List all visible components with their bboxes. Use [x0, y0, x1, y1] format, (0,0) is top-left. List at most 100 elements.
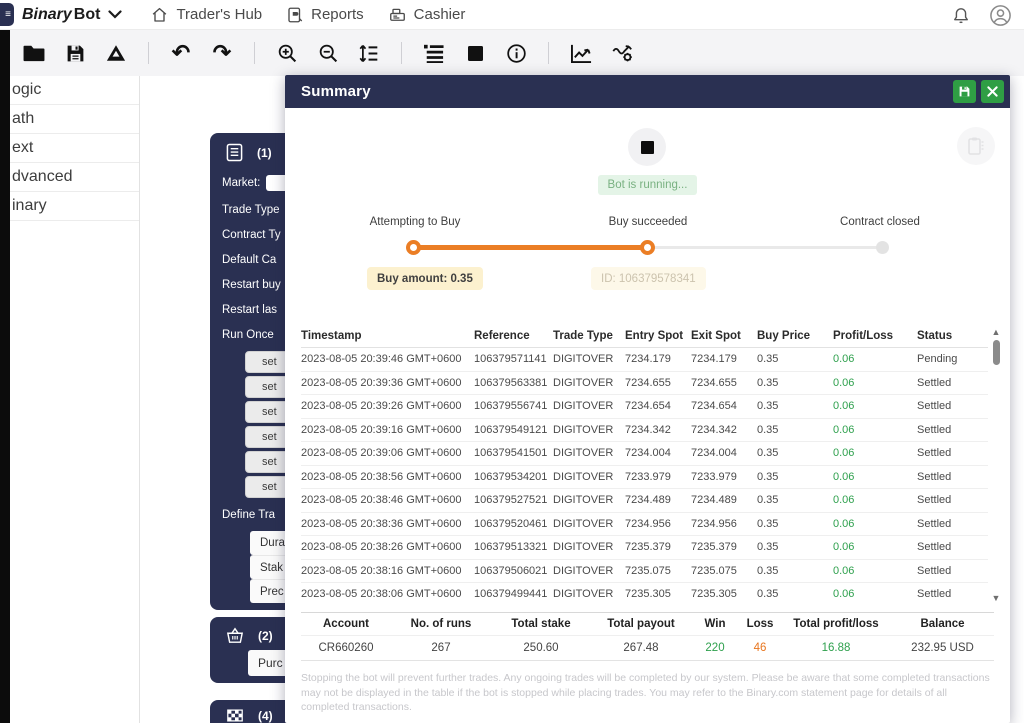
table-cell: 106379534201	[474, 470, 548, 483]
toolbox-category[interactable]: ext	[10, 134, 139, 163]
table-row: 2023-08-05 20:38:46 GMT+0600 106379527521…	[301, 489, 988, 513]
table-cell: 2023-08-05 20:39:16 GMT+0600	[301, 423, 462, 436]
rearrange-blocks-icon[interactable]	[422, 41, 446, 65]
table-row: 2023-08-05 20:38:36 GMT+0600 106379520461…	[301, 513, 988, 536]
nav-label-cashier: Cashier	[413, 6, 466, 23]
open-folder-icon[interactable]	[22, 41, 46, 65]
brand-selector[interactable]: Binary Bot	[22, 6, 123, 24]
column-header: Entry Spot	[625, 330, 684, 342]
stats-column-header: Total stake	[511, 618, 571, 630]
block-field-label: Run Once	[222, 329, 274, 341]
table-cell: 7233.979	[625, 470, 671, 483]
table-cell: 7234.179	[625, 353, 671, 366]
table-cell: Pending	[917, 353, 958, 366]
stop-icon[interactable]	[463, 41, 487, 65]
save-strategy-button[interactable]	[953, 80, 976, 103]
block-field-row: Contract Ty	[210, 222, 410, 247]
google-drive-icon[interactable]	[104, 41, 128, 65]
sort-blocks-icon[interactable]	[357, 41, 381, 65]
block-field-label: Restart buy	[222, 279, 281, 291]
table-cell: DIGITOVER	[553, 494, 614, 507]
scroll-up-arrow[interactable]: ▲	[991, 327, 1001, 337]
toolbar-separator	[254, 42, 255, 64]
step-dot-attempting	[406, 240, 421, 255]
summary-modal-header[interactable]: Summary	[285, 75, 1010, 108]
table-cell: DIGITOVER	[553, 376, 614, 389]
transactions-table-body: 2023-08-05 20:39:46 GMT+0600 106379571141…	[301, 348, 988, 604]
transactions-table: Timestamp Reference Trade Type Entry Spot Ex…	[301, 325, 988, 604]
step-label-attempting: Attempting to Buy	[369, 216, 461, 228]
table-cell: Settled	[917, 470, 952, 483]
table-cell: 2023-08-05 20:38:16 GMT+0600	[301, 564, 462, 577]
nav-item-traders-hub[interactable]: Trader's Hub	[150, 6, 262, 24]
stop-bot-button[interactable]	[628, 128, 666, 166]
toolbox-category[interactable]: ath	[10, 105, 139, 134]
column-header: Status	[917, 330, 953, 342]
table-row: 2023-08-05 20:39:06 GMT+0600 106379541501…	[301, 442, 988, 466]
stats-value: CR660260	[318, 642, 374, 654]
table-row: 2023-08-05 20:39:46 GMT+0600 106379571141…	[301, 348, 988, 372]
block-field-label: Trade Type	[222, 204, 280, 216]
block-number: (2)	[258, 628, 273, 643]
table-cell: Settled	[917, 400, 952, 413]
table-cell: 2023-08-05 20:39:46 GMT+0600	[301, 353, 462, 366]
table-cell: 7234.004	[691, 447, 737, 460]
redo-icon[interactable]: ↷	[212, 40, 232, 65]
undo-icon[interactable]: ↶	[171, 40, 191, 65]
table-cell: 7235.305	[691, 588, 737, 601]
table-cell: DIGITOVER	[553, 588, 614, 601]
scroll-down-arrow[interactable]: ▼	[991, 593, 1001, 603]
zoom-in-icon[interactable]	[275, 41, 299, 65]
stats-values-row: CR660260 267 250.60 267.48 220 46 16.88 232.95 …	[301, 636, 994, 661]
table-cell: 0.35	[757, 564, 779, 577]
table-cell: 7234.342	[691, 423, 737, 436]
zoom-out-icon[interactable]	[316, 41, 340, 65]
toolbox-category[interactable]: ogic	[10, 76, 139, 105]
table-cell: 7234.489	[691, 494, 737, 507]
checkered-flag-icon	[227, 709, 243, 722]
toolbox-category[interactable]: inary	[10, 192, 139, 221]
home-icon	[153, 7, 167, 22]
table-cell: 106379499441	[474, 588, 548, 601]
table-row: 2023-08-05 20:39:26 GMT+0600 106379556741…	[301, 395, 988, 419]
top-navbar: ≡ Binary Bot Trader's Hub Reports	[0, 0, 1024, 30]
nav-item-reports[interactable]: Reports	[286, 6, 364, 24]
table-cell: 7234.004	[625, 447, 671, 460]
column-header: Profit/Loss	[833, 330, 894, 342]
app-logo-badge[interactable]: ≡	[0, 3, 14, 26]
chart-icon[interactable]	[569, 41, 593, 65]
table-cell: 0.06	[833, 588, 855, 601]
block-field-row: Restart las	[210, 297, 410, 322]
table-cell: 0.35	[757, 588, 779, 601]
bot-toolbar: ↶ ↷	[0, 30, 1024, 76]
table-cell: 106379563381	[474, 376, 548, 389]
stop-square-icon	[640, 140, 654, 154]
nav-label-reports: Reports	[311, 6, 364, 23]
stats-column-header: Loss	[746, 618, 774, 630]
clear-log-button[interactable]	[957, 127, 995, 165]
scroll-thumb[interactable]	[992, 340, 1000, 365]
toolbox-category[interactable]: dvanced	[10, 163, 139, 192]
account-profile-icon[interactable]	[989, 4, 1012, 27]
notification-bell-icon[interactable]	[951, 5, 971, 26]
nav-item-cashier[interactable]: Cashier	[388, 6, 466, 24]
table-cell: 0.35	[757, 376, 779, 389]
table-cell: 106379520461	[474, 517, 548, 530]
buy-amount-tooltip: Buy amount: 0.35	[367, 267, 483, 290]
table-row: 2023-08-05 20:39:16 GMT+0600 106379549121…	[301, 419, 988, 442]
define-trade-label: Define Tra	[222, 509, 276, 521]
table-row: 2023-08-05 20:39:36 GMT+0600 106379563381…	[301, 372, 988, 395]
blockly-toolbox: ogic ath ext dvanced inary	[10, 76, 140, 723]
block-number: (1)	[257, 145, 272, 160]
table-scrollbar[interactable]: ▲ ▼	[991, 327, 1001, 603]
table-cell: Settled	[917, 517, 952, 530]
close-summary-button[interactable]	[981, 80, 1004, 103]
info-icon[interactable]	[504, 41, 528, 65]
save-icon[interactable]	[63, 41, 87, 65]
stats-column-header: Balance	[920, 618, 965, 630]
window-edge	[0, 30, 10, 723]
step-dot-succeeded	[640, 240, 655, 255]
trading-view-icon[interactable]	[610, 41, 634, 65]
summary-modal: Summary Bot is running...	[285, 75, 1010, 723]
